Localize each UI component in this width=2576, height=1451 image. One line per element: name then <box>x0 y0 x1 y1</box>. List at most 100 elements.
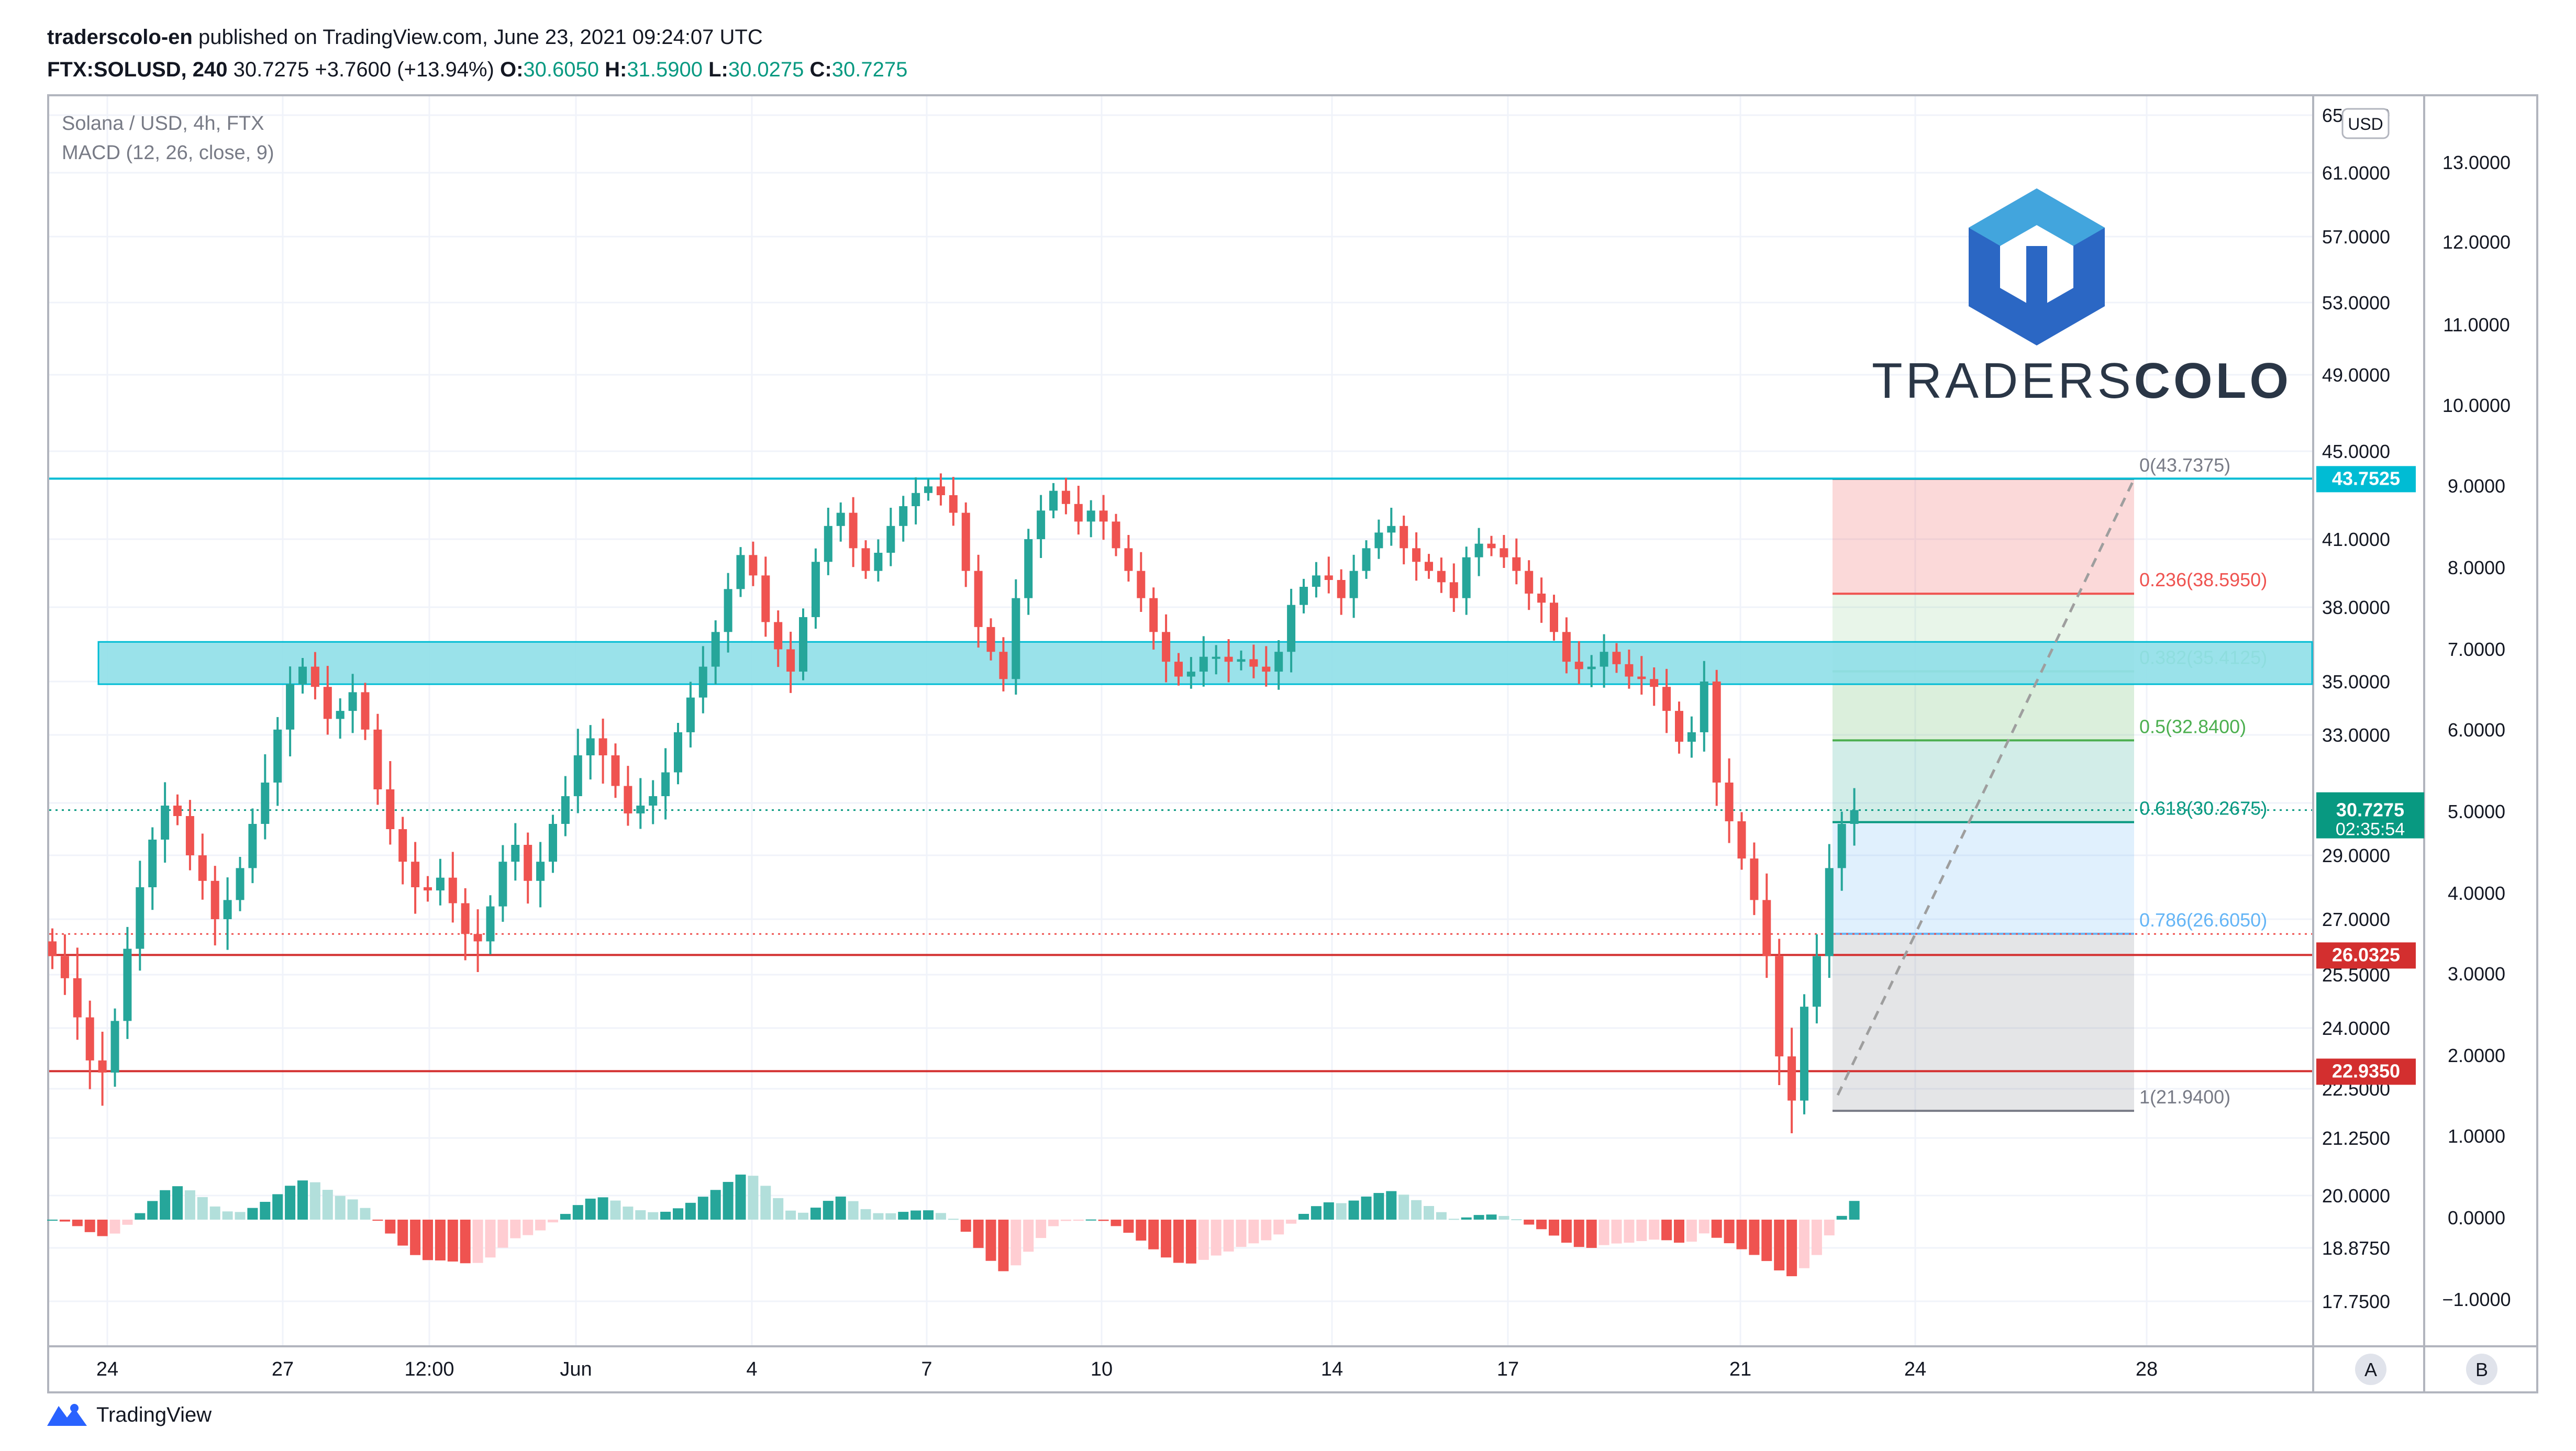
candle-body <box>861 548 870 571</box>
candle-body <box>573 755 582 796</box>
macd-bar <box>1111 1220 1122 1226</box>
candle-body <box>173 806 182 816</box>
candle-body <box>1199 656 1208 672</box>
macd-tick-label: 12.0000 <box>2442 231 2511 253</box>
grid <box>49 96 2312 1345</box>
macd-bar <box>97 1220 108 1236</box>
macd-bar <box>1549 1220 1559 1236</box>
macd-bar <box>810 1208 821 1220</box>
watermark-text: TRADERSCOLO <box>1872 353 2292 409</box>
candle-body <box>310 666 319 687</box>
publisher-name[interactable]: traderscolo-en <box>47 26 193 49</box>
price-tick-label: 17.7500 <box>2322 1291 2390 1312</box>
price-tick-label: 33.0000 <box>2322 724 2390 746</box>
macd-bar <box>247 1208 258 1220</box>
macd-tick-label: −1.0000 <box>2442 1289 2511 1310</box>
candle-body <box>1675 711 1683 742</box>
candle-body <box>661 772 670 796</box>
candle-body <box>286 684 295 730</box>
currency-button[interactable]: USD <box>2341 108 2390 139</box>
candle-body <box>1525 571 1534 594</box>
candle-body <box>1212 656 1220 659</box>
candle-body <box>611 755 620 786</box>
macd-bar <box>985 1220 996 1261</box>
macd-bar <box>572 1205 583 1220</box>
macd-bar <box>410 1220 421 1255</box>
candle-body <box>461 903 470 934</box>
macd-bar <box>960 1220 971 1232</box>
candle-body <box>110 1021 119 1073</box>
candle-body <box>524 845 532 881</box>
chart-header: traderscolo-en published on TradingView.… <box>47 21 907 86</box>
price-tick-label: 49.0000 <box>2322 364 2390 386</box>
candle-body <box>198 855 207 881</box>
horizontal-lines[interactable] <box>49 477 2312 1073</box>
candle-body <box>649 796 658 806</box>
candle-body <box>799 617 807 672</box>
macd-tick-label: 4.0000 <box>2448 883 2505 904</box>
candle-body <box>1049 490 1058 511</box>
candle-body <box>1449 582 1458 598</box>
macd-bar <box>1023 1220 1034 1252</box>
macd-bar <box>1586 1220 1597 1248</box>
macd-tick-label: 8.0000 <box>2448 557 2505 578</box>
macd-bar <box>1836 1215 1847 1220</box>
candle-body <box>361 692 370 730</box>
candle-body <box>1637 676 1646 679</box>
macd-bar <box>72 1220 83 1226</box>
candle-body <box>1037 510 1046 539</box>
candle-body <box>849 512 858 549</box>
macd-bar <box>1185 1220 1196 1264</box>
macd-bar <box>823 1201 834 1220</box>
low-value: 30.0275 <box>728 58 804 81</box>
fib-zone <box>1833 933 2134 1111</box>
macd-bar <box>597 1197 608 1220</box>
macd-bar <box>222 1211 233 1220</box>
candle-body <box>323 687 332 719</box>
macd-tick-label: 13.0000 <box>2442 152 2511 173</box>
x-tick-label: 24 <box>1904 1358 1926 1380</box>
macd-bar <box>1774 1220 1785 1271</box>
candle-body <box>85 1017 94 1061</box>
candle-body <box>636 806 645 813</box>
candle-body <box>336 711 345 719</box>
x-tick-label: 4 <box>746 1358 757 1380</box>
candle-body <box>1287 605 1296 652</box>
axis-price-tag-text: 26.0325 <box>2332 944 2400 965</box>
price-tick-label: 24.0000 <box>2322 1018 2390 1039</box>
auto-scale-button[interactable]: A <box>2355 1354 2386 1385</box>
svg-text:B: B <box>2475 1359 2488 1380</box>
fibonacci-retracement[interactable]: 0(43.7375)0.236(38.5950)0.382(35.4125)0.… <box>1833 454 2267 1112</box>
candle-body <box>185 816 194 855</box>
macd-bar <box>1286 1220 1297 1224</box>
macd-tick-label: 5.0000 <box>2448 801 2505 822</box>
candle-body <box>1800 1007 1808 1101</box>
tradingview-footer[interactable]: TradingView <box>47 1403 212 1427</box>
candle-body <box>123 948 132 1021</box>
candle-body <box>210 880 219 919</box>
macd-bar <box>1348 1200 1359 1220</box>
candle-body <box>248 824 257 868</box>
axis-price-tag <box>2316 1058 2416 1085</box>
x-tick-label: 10 <box>1091 1358 1113 1380</box>
candle-body <box>348 692 357 711</box>
macd-bar <box>1273 1220 1284 1235</box>
macd-bar <box>1011 1220 1021 1266</box>
tradingview-logo-icon <box>47 1404 87 1426</box>
candle-body <box>749 555 758 576</box>
macd-bar <box>297 1180 308 1220</box>
macd-tick-label: 1.0000 <box>2448 1125 2505 1147</box>
macd-bar <box>648 1212 659 1220</box>
candle-body <box>761 575 770 622</box>
macd-bar <box>84 1220 95 1232</box>
fib-trend-line[interactable] <box>1836 478 2136 1096</box>
b-scale-button[interactable]: B <box>2466 1354 2497 1385</box>
macd-bar <box>1098 1220 1109 1221</box>
fib-zone <box>1833 740 2134 822</box>
candle-body <box>1662 687 1671 711</box>
candle-body <box>1262 666 1271 672</box>
macd-bar <box>360 1208 371 1220</box>
candle-body <box>1650 679 1659 687</box>
macd-bar <box>998 1220 1009 1271</box>
